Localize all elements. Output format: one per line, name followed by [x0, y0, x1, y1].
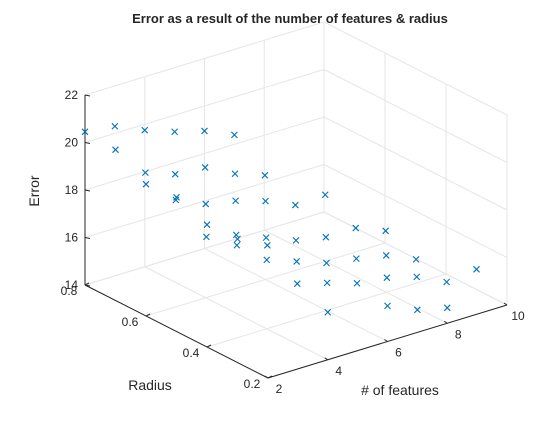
data-point-marker	[202, 233, 210, 241]
data-point-marker	[293, 280, 301, 288]
data-point-marker	[352, 224, 360, 232]
y-tick-mark	[145, 313, 151, 317]
data-point-marker	[112, 146, 119, 154]
y-tick-label: 0.4	[183, 346, 200, 360]
data-point-marker	[324, 308, 332, 316]
data-point-marker	[323, 259, 330, 267]
data-point-marker	[231, 170, 239, 178]
data-point-marker	[323, 279, 331, 287]
x-tick-label: 6	[395, 346, 402, 360]
data-point-marker	[383, 274, 391, 282]
z-tick-mark	[84, 142, 91, 144]
back-wall-grid-z	[84, 211, 325, 286]
data-point-marker	[262, 234, 270, 242]
y-tick-label: 0.8	[61, 284, 78, 298]
z-tick-label: 14	[65, 278, 79, 292]
y-axis-label: Radius	[128, 377, 172, 393]
x-tick-label: 8	[455, 327, 462, 341]
data-point-marker	[353, 279, 361, 287]
data-point-marker	[111, 122, 119, 130]
floor-grid-x	[204, 248, 388, 342]
z-tick-mark	[84, 94, 91, 97]
data-point-marker	[291, 201, 299, 209]
data-point-marker	[202, 200, 210, 208]
x-axis-label: # of features	[361, 382, 439, 398]
data-point-marker	[201, 164, 209, 171]
data-point-marker	[234, 235, 241, 243]
x-tick-mark	[384, 339, 388, 342]
x-tick-label: 2	[276, 382, 283, 396]
x-tick-mark	[443, 320, 448, 324]
data-point-marker	[413, 306, 421, 314]
y-tick-label: 0.6	[122, 315, 139, 329]
floor-grid-y	[145, 242, 386, 317]
back-wall-grid-z	[84, 21, 325, 96]
data-point-marker	[443, 304, 451, 312]
tick-labels: 2 4 6 8 10 0.2 0.4 0.6 0.814 16 18 20 22	[61, 88, 525, 396]
data-point-marker	[382, 227, 390, 235]
data-point-marker	[233, 241, 241, 249]
data-point-marker	[141, 169, 149, 177]
z-tick-label: 18	[65, 183, 79, 197]
data-point-marker	[232, 231, 240, 239]
x-tick-label: 10	[511, 309, 525, 323]
z-tick-mark	[84, 189, 91, 192]
data-point-marker	[292, 236, 300, 244]
data-point-marker	[142, 180, 150, 188]
side-wall-grid-z	[323, 116, 508, 211]
y-tick-mark	[267, 375, 273, 379]
floor-grid-x	[144, 266, 328, 361]
data-point-marker	[141, 126, 149, 134]
z-tick-mark	[84, 284, 91, 287]
data-point-marker	[293, 258, 301, 265]
data-point-marker	[232, 197, 240, 205]
side-wall-grid-z	[323, 21, 508, 116]
y-tick-mark	[206, 344, 212, 348]
x-tick-mark	[264, 375, 269, 379]
back-wall-grid-z	[84, 164, 325, 238]
data-point-marker	[203, 221, 211, 229]
z-tick-label: 16	[65, 231, 79, 245]
data-point-marker	[322, 233, 330, 241]
data-point-marker	[443, 278, 451, 286]
axis-lines	[84, 94, 508, 379]
data-point-marker	[81, 128, 89, 136]
data-point-marker	[382, 252, 390, 259]
x-tick-mark	[324, 357, 329, 361]
back-wall-grid-z	[84, 69, 325, 143]
data-point-marker	[171, 128, 179, 136]
x-tick-mark	[503, 302, 508, 306]
y-tick-label: 0.2	[244, 377, 261, 391]
back-wall-grid-z	[84, 116, 325, 191]
side-wall-grid-z	[323, 69, 508, 163]
data-point-marker	[263, 256, 271, 264]
data-point-marker	[413, 273, 421, 281]
data-point-marker	[321, 191, 329, 199]
data-point-marker	[263, 241, 271, 249]
data-point-marker	[171, 170, 179, 178]
floor-grid-x	[264, 229, 448, 324]
chart-title: Error as a result of the number of featu…	[132, 11, 448, 26]
data-point-marker	[412, 255, 420, 263]
y-axis-line	[84, 284, 269, 379]
data-point-marker	[262, 197, 269, 205]
side-wall-grid-z	[323, 164, 508, 258]
data-point-marker	[172, 196, 180, 204]
data-points	[81, 122, 480, 316]
data-point-marker	[384, 302, 391, 310]
data-point-marker	[473, 265, 480, 273]
data-point-marker	[201, 127, 208, 135]
data-point-marker	[230, 131, 238, 139]
data-point-marker	[261, 171, 269, 179]
z-tick-mark	[84, 237, 91, 239]
x-tick-label: 4	[335, 364, 342, 378]
z-tick-label: 20	[65, 136, 79, 150]
z-tick-label: 22	[65, 88, 79, 102]
z-axis-label: Error	[26, 175, 42, 206]
data-point-marker	[352, 255, 360, 263]
